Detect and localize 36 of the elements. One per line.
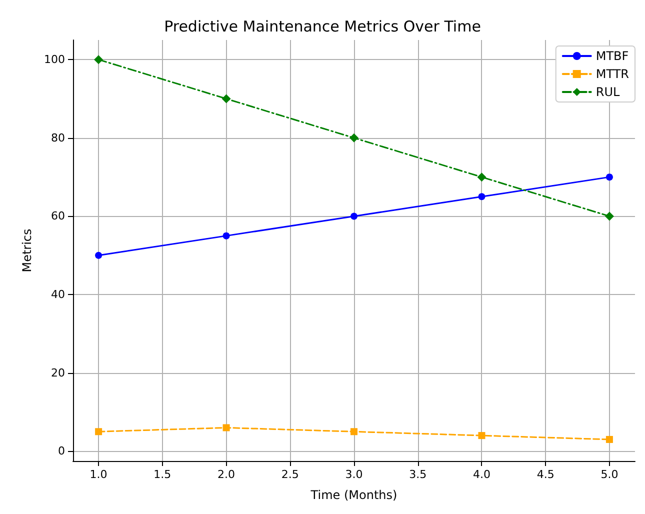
point [95,252,102,259]
y-tick-label: 80 [51,131,65,144]
x-tick-label: 4.0 [472,468,490,481]
y-tick-label: 100 [44,53,65,66]
legend-label: MTTR [596,67,629,81]
x-tick-label: 1.0 [90,468,108,481]
point [478,193,486,200]
x-tick-label: 2.5 [281,468,299,481]
x-tick-label: 3.0 [345,468,363,481]
legend-label: MTBF [596,49,629,63]
point [222,94,231,104]
x-tick-label: 1.5 [154,468,172,481]
x-axis-title: Time (Months) [310,488,398,502]
x-tick-label: 4.5 [536,468,554,481]
y-tick-label: 0 [58,444,65,458]
chart-title: Predictive Maintenance Metrics Over Time [164,18,481,36]
point [222,232,230,240]
y-tick-label: 20 [51,366,65,380]
x-tick-label: 5.0 [600,468,618,481]
y-axis-title: Metrics [20,228,34,272]
point [95,428,102,436]
y-tick-label: 60 [51,210,65,223]
point [222,424,230,432]
x-tick-label: 3.5 [409,468,427,481]
legend-label: RUL [596,85,620,99]
point [350,212,358,220]
point [478,432,486,440]
point [477,172,486,182]
point [94,55,104,64]
x-tick-label: 2.0 [218,468,236,481]
point [606,436,613,443]
point [606,174,613,181]
point [350,133,358,142]
y-tick-label: 40 [51,288,65,302]
point [350,428,358,436]
point [604,212,614,221]
